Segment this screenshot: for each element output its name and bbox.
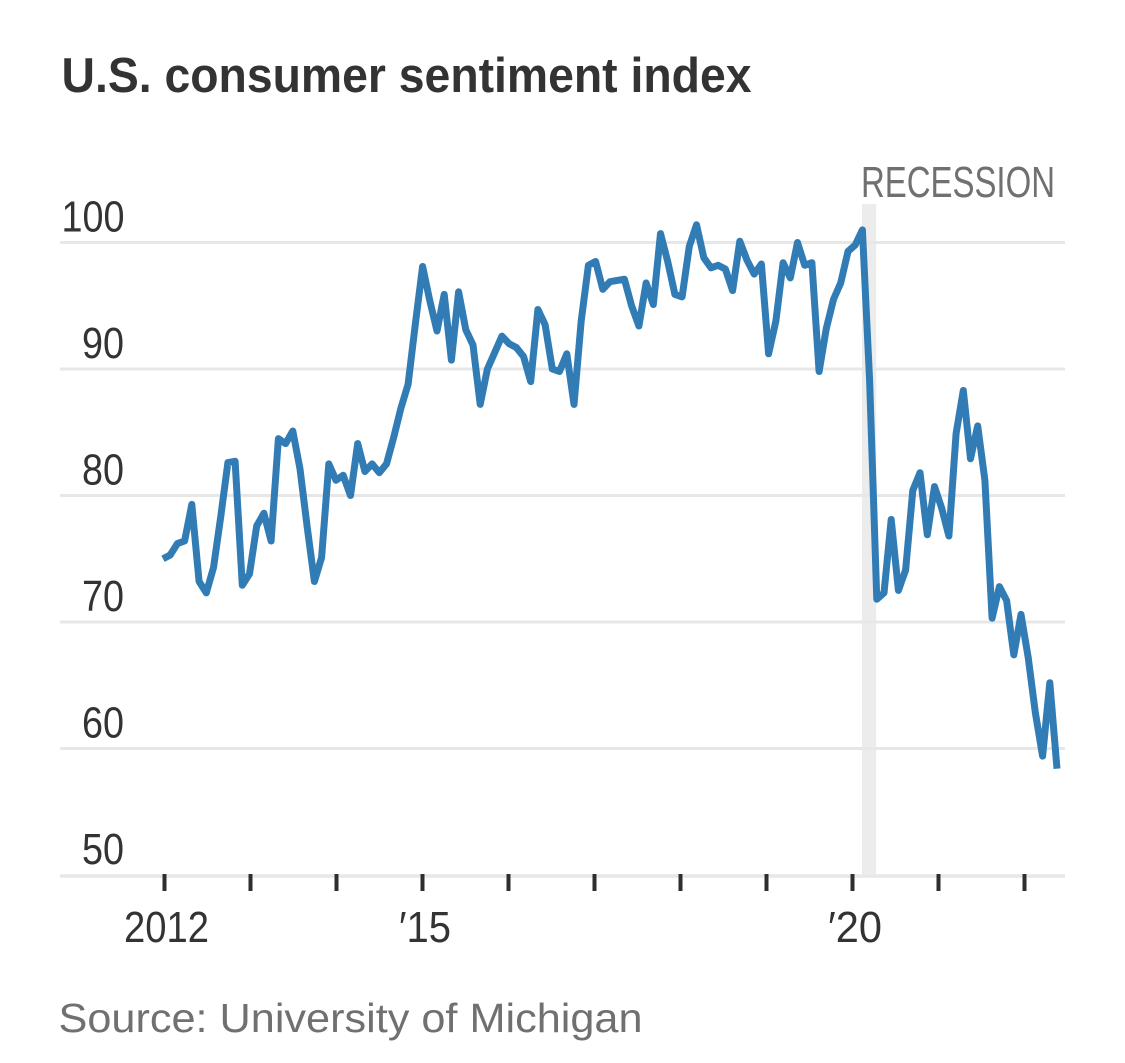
svg-text:70: 70 bbox=[82, 572, 124, 621]
svg-text:RECESSION: RECESSION bbox=[861, 159, 1055, 207]
svg-text:′15: ′15 bbox=[399, 903, 451, 952]
svg-text:Source: University of Michigan: Source: University of Michigan bbox=[59, 995, 643, 1041]
svg-text:100: 100 bbox=[62, 193, 125, 242]
svg-text:50: 50 bbox=[82, 825, 124, 874]
svg-text:90: 90 bbox=[82, 319, 124, 368]
svg-text:′20: ′20 bbox=[828, 903, 882, 952]
svg-text:80: 80 bbox=[82, 446, 124, 495]
svg-text:U.S. consumer sentiment index: U.S. consumer sentiment index bbox=[62, 49, 752, 103]
svg-text:60: 60 bbox=[82, 699, 124, 748]
svg-text:2012: 2012 bbox=[124, 903, 209, 952]
